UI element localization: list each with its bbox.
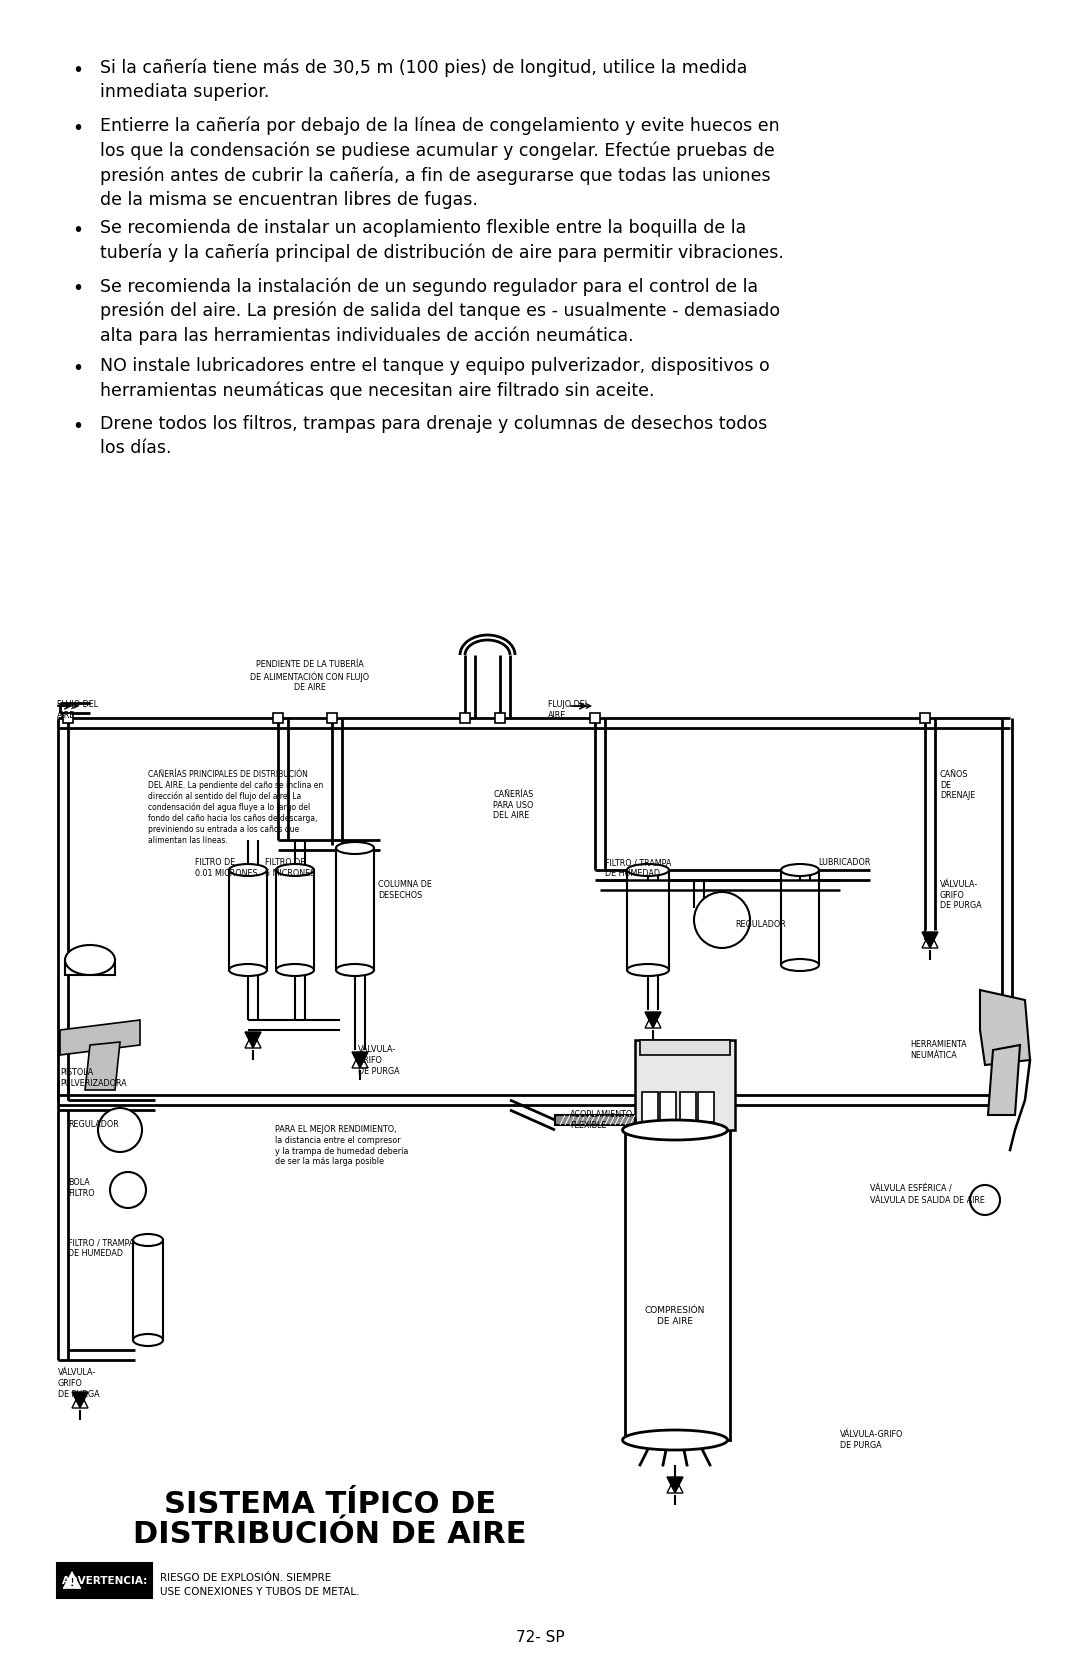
Text: Se recomienda la instalación de un segundo regulador para el control de la
presi: Se recomienda la instalación de un segun… [100,277,780,345]
Text: ADVERTENCIA:: ADVERTENCIA: [62,1576,148,1586]
Ellipse shape [781,865,819,876]
Text: •: • [72,220,83,240]
Circle shape [970,1185,1000,1215]
Ellipse shape [229,965,267,976]
Text: FILTRO DE
5 MICRONES: FILTRO DE 5 MICRONES [265,858,315,878]
Bar [640,1040,730,1055]
Text: FILTRO / TRAMPA
DE HUMEDAD: FILTRO / TRAMPA DE HUMEDAD [68,1238,134,1258]
Circle shape [98,1108,141,1152]
Text: PENDIENTE DE LA TUBERÍA
DE ALIMENTACIÓN CON FLUJO
DE AIRE: PENDIENTE DE LA TUBERÍA DE ALIMENTACIÓN … [251,659,369,693]
Text: COLUMNA DE
DESECHOS: COLUMNA DE DESECHOS [378,880,432,900]
Text: VÁLVULA-
GRIFO
DE PURGA: VÁLVULA- GRIFO DE PURGA [58,1369,99,1399]
Polygon shape [85,1041,120,1090]
Text: NO instale lubricadores entre el tanque y equipo pulverizador, dispositivos o
he: NO instale lubricadores entre el tanque … [100,357,770,399]
Polygon shape [245,1031,261,1048]
Text: BOLA
FILTRO: BOLA FILTRO [68,1178,95,1198]
Text: ACOPLAMIENTO
FLEXIBLE: ACOPLAMIENTO FLEXIBLE [570,1110,633,1130]
Text: !: ! [70,1577,75,1587]
Text: VÁLVULA ESFÉRICA /
VÁLVULA DE SALIDA DE AIRE: VÁLVULA ESFÉRICA / VÁLVULA DE SALIDA DE … [870,1185,985,1205]
Ellipse shape [276,865,314,876]
Bar [781,870,819,965]
Bar [590,713,600,723]
Bar [327,713,337,723]
Circle shape [694,891,750,948]
Text: Si la cañería tiene más de 30,5 m (100 pies) de longitud, utilice la medida
inme: Si la cañería tiene más de 30,5 m (100 p… [100,58,747,102]
Bar [276,870,314,970]
Text: FLUJO DEL
AIRE: FLUJO DEL AIRE [57,699,98,719]
Text: LUBRICADOR: LUBRICADOR [818,858,870,866]
Ellipse shape [627,865,669,876]
Ellipse shape [622,1120,728,1140]
Polygon shape [352,1051,368,1068]
Ellipse shape [627,965,669,976]
Bar [642,1092,658,1122]
Text: REGULADOR: REGULADOR [735,920,786,930]
Text: USE CONEXIONES Y TUBOS DE METAL.: USE CONEXIONES Y TUBOS DE METAL. [160,1587,360,1597]
Bar [635,1040,735,1130]
Text: COMPRESIÓN
DE AIRE: COMPRESIÓN DE AIRE [645,1305,705,1327]
Text: CAÑOS
DE
DRENAJE: CAÑOS DE DRENAJE [940,769,975,801]
Text: HERRAMIENTA
NEUMÁTICA: HERRAMIENTA NEUMÁTICA [910,1040,967,1060]
Text: •: • [72,62,83,80]
Text: DISTRIBUCIÓN DE AIRE: DISTRIBUCIÓN DE AIRE [133,1520,527,1549]
Polygon shape [645,1011,661,1028]
Text: FLUJO DEL
AIRE: FLUJO DEL AIRE [548,699,589,719]
Bar [336,848,374,970]
Ellipse shape [622,1430,728,1450]
Text: VÁLVULA-
GRIFO
DE PURGA: VÁLVULA- GRIFO DE PURGA [940,880,982,911]
Bar [65,960,114,975]
Bar [660,1092,676,1122]
Polygon shape [988,1045,1020,1115]
Text: •: • [72,279,83,299]
Text: •: • [72,417,83,436]
Ellipse shape [229,865,267,876]
Circle shape [110,1172,146,1208]
Text: FILTRO / TRAMPA
DE HUMEDAD: FILTRO / TRAMPA DE HUMEDAD [605,858,672,878]
Text: Drene todos los filtros, trampas para drenaje y columnas de desechos todos
los d: Drene todos los filtros, trampas para dr… [100,416,767,457]
Polygon shape [63,1572,81,1589]
Text: FILTRO DE
0.01 MICRONES: FILTRO DE 0.01 MICRONES [195,858,258,878]
Text: RIESGO DE EXPLOSIÓN. SIEMPRE: RIESGO DE EXPLOSIÓN. SIEMPRE [160,1572,332,1582]
Polygon shape [667,1477,683,1494]
Ellipse shape [65,945,114,975]
Ellipse shape [336,965,374,976]
Polygon shape [980,990,1030,1065]
Text: SISTEMA TÍPICO DE: SISTEMA TÍPICO DE [164,1490,496,1519]
Bar [625,1130,730,1440]
Bar [460,713,470,723]
Bar [698,1092,714,1122]
Ellipse shape [133,1334,163,1345]
Bar [920,713,930,723]
Text: PISTOLA
PULVERIZADORA: PISTOLA PULVERIZADORA [60,1068,126,1088]
Text: CAÑERÍAS PRINCIPALES DE DISTRIBUCIÓN
DEL AIRE. La pendiente del caño se inclina : CAÑERÍAS PRINCIPALES DE DISTRIBUCIÓN DEL… [148,769,323,845]
Ellipse shape [276,965,314,976]
Bar [555,1115,635,1125]
Bar [273,713,283,723]
Text: VÁLVULA-GRIFO
DE PURGA: VÁLVULA-GRIFO DE PURGA [840,1430,903,1450]
Text: CAÑERÍAS
PARA USO
DEL AIRE: CAÑERÍAS PARA USO DEL AIRE [492,789,534,821]
Ellipse shape [336,841,374,855]
Polygon shape [60,1020,140,1055]
Ellipse shape [133,1233,163,1247]
Bar [680,1092,696,1122]
Bar [63,713,73,723]
Polygon shape [922,931,939,948]
Bar [57,1562,152,1597]
Polygon shape [72,1392,87,1409]
Text: VÁLVULA-
GRIFO
DE PURGA: VÁLVULA- GRIFO DE PURGA [357,1045,400,1075]
Text: 72- SP: 72- SP [515,1631,565,1646]
Bar [627,870,669,970]
Bar [229,870,267,970]
Text: PARA EL MEJOR RENDIMIENTO,
la distancia entre el compresor
y la trampa de humeda: PARA EL MEJOR RENDIMIENTO, la distancia … [275,1125,408,1167]
Text: REGULADOR: REGULADOR [68,1120,119,1128]
Bar [133,1240,163,1340]
Text: •: • [72,359,83,377]
Bar [495,713,505,723]
Text: Entierre la cañería por debajo de la línea de congelamiento y evite huecos en
lo: Entierre la cañería por debajo de la lín… [100,117,780,209]
Text: •: • [72,118,83,139]
Ellipse shape [781,960,819,971]
Text: Se recomienda de instalar un acoplamiento flexible entre la boquilla de la
tuber: Se recomienda de instalar un acoplamient… [100,219,784,262]
